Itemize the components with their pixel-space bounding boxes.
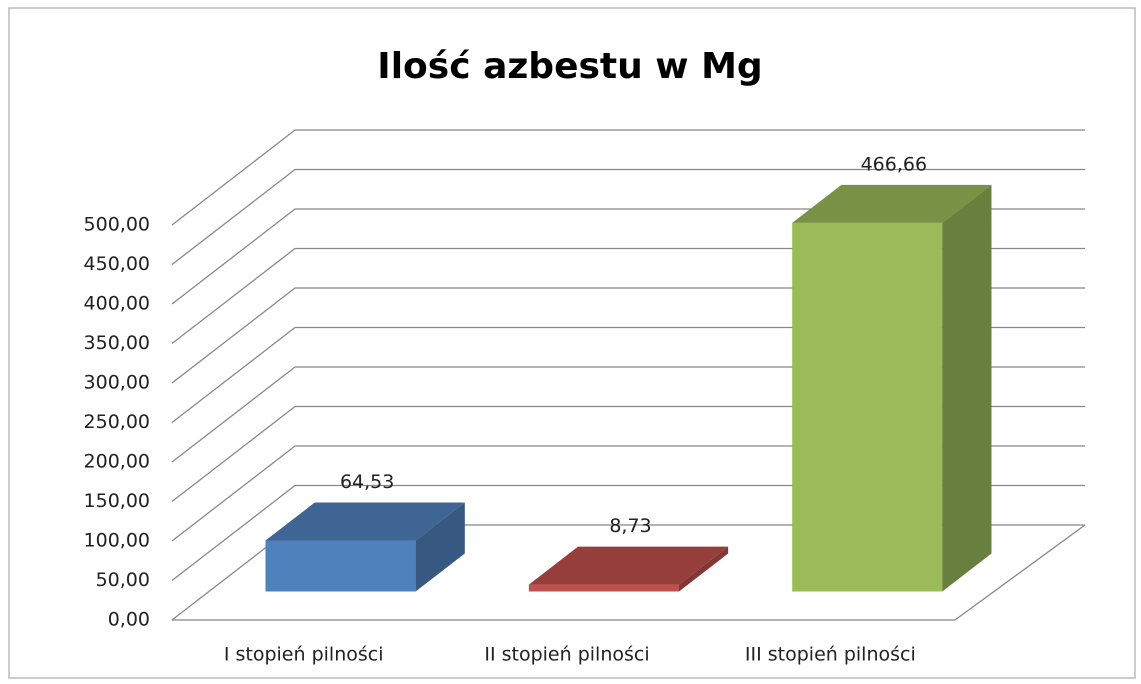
bar-front bbox=[792, 222, 943, 592]
grid-line bbox=[171, 129, 1085, 226]
grid-line bbox=[171, 168, 1085, 266]
y-tick-label: 300,00 bbox=[84, 372, 150, 394]
value-label: 466,66 bbox=[861, 153, 927, 175]
y-tick-label: 450,00 bbox=[84, 253, 150, 275]
value-label: 64,53 bbox=[340, 471, 394, 493]
y-tick-label: 400,00 bbox=[84, 293, 150, 315]
bar-front bbox=[528, 584, 679, 592]
x-tick-label: I stopień pilności bbox=[224, 644, 384, 666]
y-tick-label: 250,00 bbox=[84, 411, 150, 433]
y-tick-label: 350,00 bbox=[84, 332, 150, 354]
y-tick-label: 100,00 bbox=[84, 530, 150, 552]
chart-title: Ilość azbestu w Mg bbox=[377, 46, 762, 87]
x-tick-label: II stopień pilności bbox=[484, 644, 649, 666]
bar-side bbox=[942, 184, 992, 592]
y-tick-label: 500,00 bbox=[84, 214, 150, 236]
bar-top bbox=[792, 184, 992, 223]
x-tick-label: III stopień pilności bbox=[745, 644, 916, 666]
y-tick-label: 150,00 bbox=[84, 490, 150, 512]
y-tick-label: 0,00 bbox=[108, 609, 150, 631]
bar-front bbox=[265, 540, 416, 592]
bar-top bbox=[265, 502, 465, 541]
floor-edge bbox=[172, 524, 1086, 621]
y-tick-label: 50,00 bbox=[96, 569, 150, 591]
bar-side bbox=[415, 502, 465, 592]
value-label: 8,73 bbox=[609, 515, 651, 537]
bar-side bbox=[678, 546, 729, 592]
y-tick-label: 200,00 bbox=[84, 451, 150, 473]
bars bbox=[265, 184, 992, 592]
bar-top bbox=[528, 546, 729, 585]
